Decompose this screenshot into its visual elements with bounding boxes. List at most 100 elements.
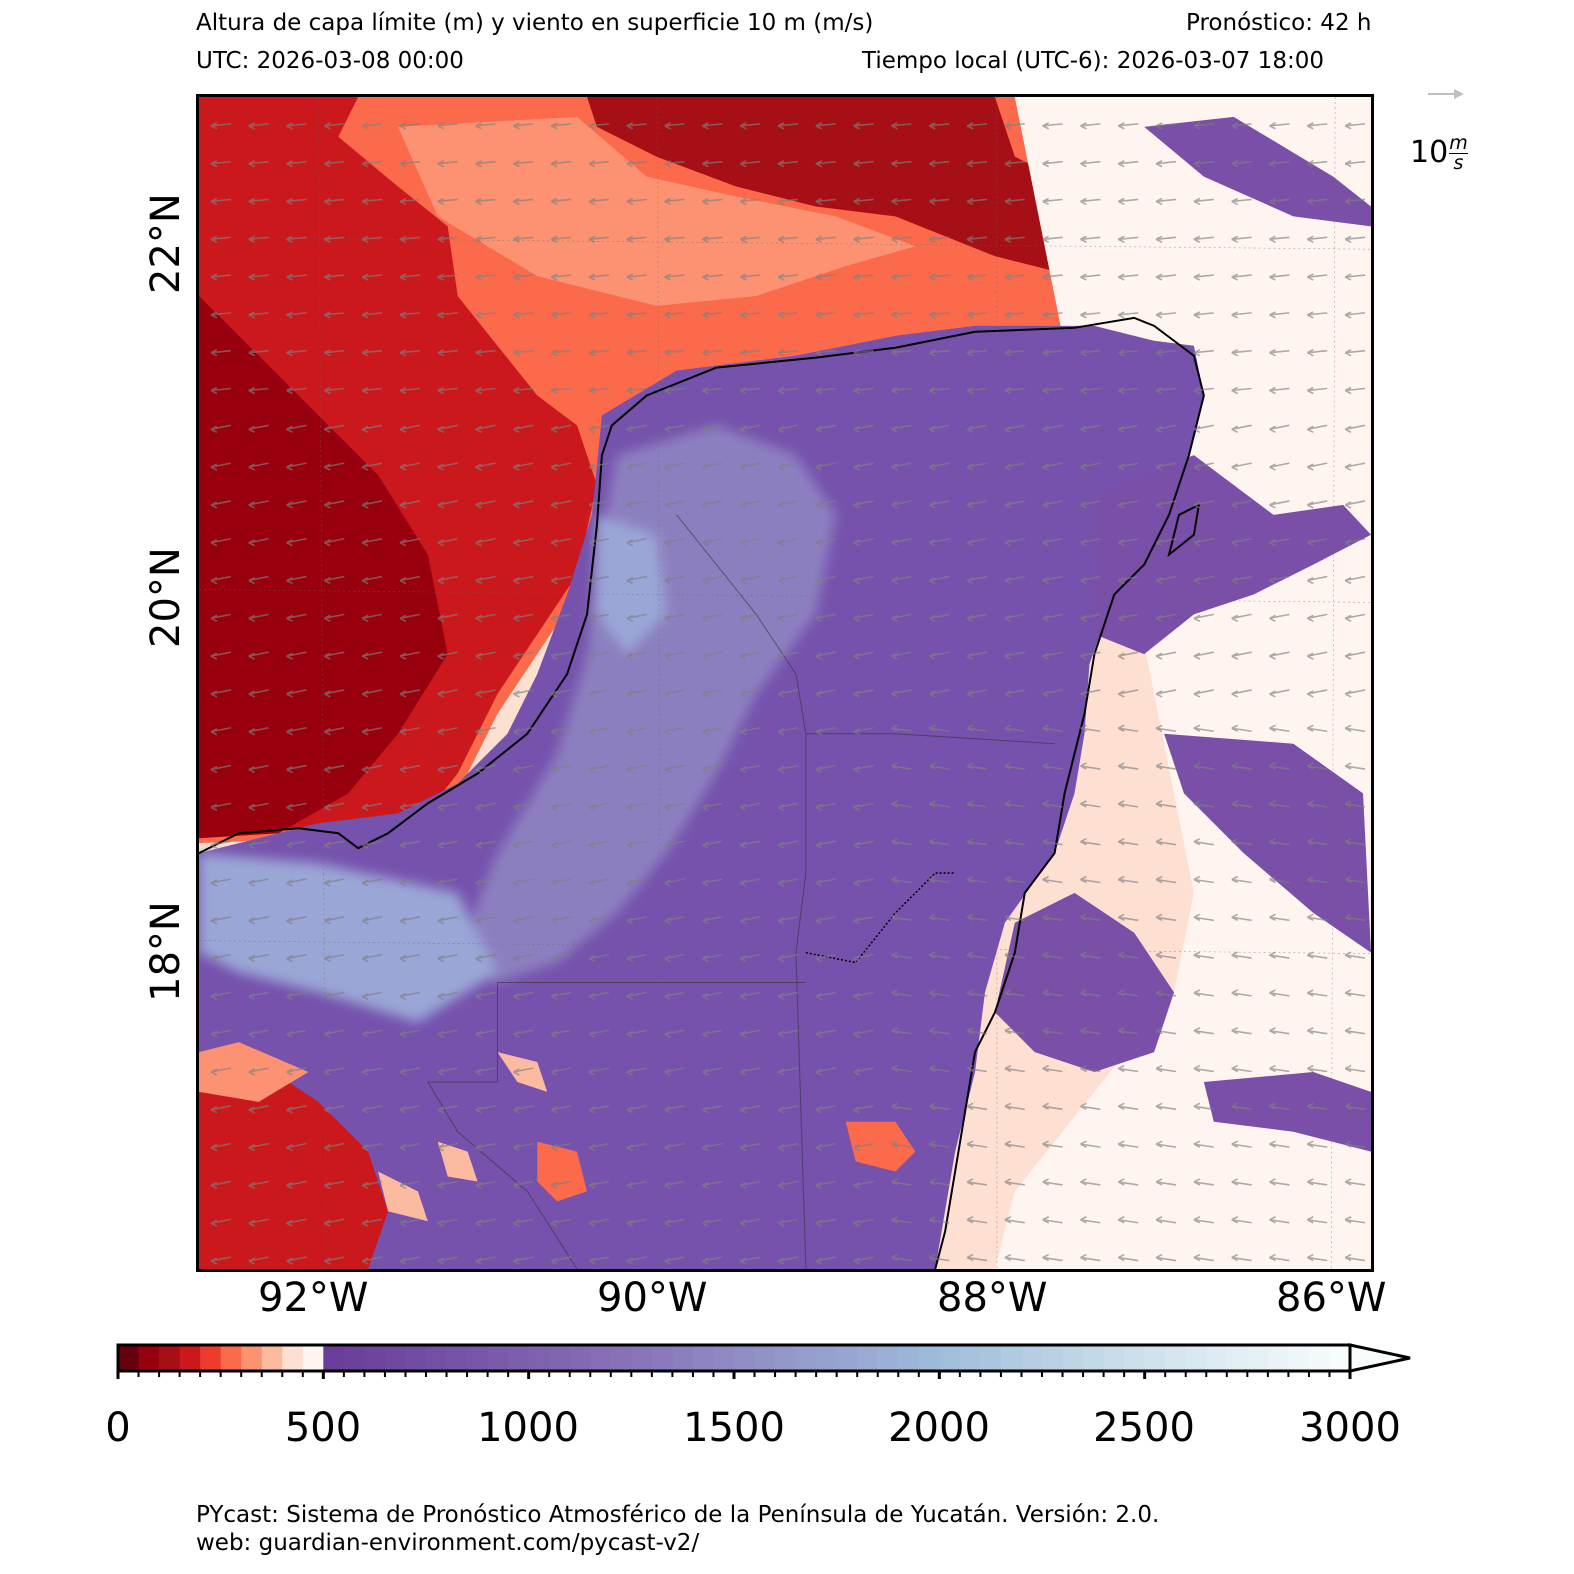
wind-arrow bbox=[739, 537, 761, 547]
wind-arrow bbox=[210, 1142, 231, 1152]
wind-arrow bbox=[1306, 1140, 1328, 1148]
wind-arrow bbox=[550, 311, 572, 319]
wind-arrow bbox=[399, 1029, 421, 1038]
wind-arrow bbox=[966, 951, 988, 959]
wind-arrow bbox=[513, 1256, 534, 1265]
wind-arrow bbox=[437, 1142, 458, 1152]
colorbar-segment bbox=[651, 1345, 673, 1371]
wind-arrow bbox=[286, 1029, 307, 1038]
wind-arrow bbox=[702, 1029, 723, 1038]
wind-arrow bbox=[475, 613, 496, 623]
wind-arrow bbox=[1306, 122, 1328, 130]
wind-arrow bbox=[1269, 1253, 1290, 1262]
wind-arrow bbox=[626, 575, 647, 585]
wind-arrow bbox=[1306, 348, 1328, 357]
wind-arrow bbox=[1155, 348, 1177, 357]
wind-arrow bbox=[626, 348, 647, 357]
wind-arrow bbox=[437, 689, 458, 698]
wind-arrow bbox=[702, 197, 723, 206]
wind-arrow bbox=[1306, 689, 1328, 698]
wind-arrow bbox=[1117, 159, 1139, 168]
wind-arrow bbox=[286, 726, 307, 736]
wind-arrow bbox=[739, 613, 761, 623]
wind-arrow bbox=[399, 878, 421, 887]
wind-arrow bbox=[1306, 913, 1328, 922]
footer-credit: PYcast: Sistema de Pronóstico Atmosféric… bbox=[196, 1502, 1160, 1528]
wind-arrow bbox=[739, 651, 761, 660]
caribbean-purple-streak-3 bbox=[1164, 733, 1371, 953]
wind-arrow bbox=[966, 273, 988, 281]
wind-arrow bbox=[815, 840, 836, 849]
footer-website[interactable]: web: guardian-environment.com/pycast-v2/ bbox=[196, 1530, 700, 1556]
wind-arrow bbox=[1004, 1064, 1025, 1073]
wind-arrow bbox=[702, 1105, 723, 1114]
wind-arrow bbox=[324, 1180, 345, 1190]
wind-arrow bbox=[1117, 537, 1139, 547]
colorbar-segment bbox=[426, 1345, 448, 1371]
wind-arrow bbox=[891, 1064, 912, 1073]
wind-arrow bbox=[1117, 1102, 1139, 1111]
wind-arrow bbox=[664, 651, 685, 660]
wind-arrow bbox=[399, 651, 421, 660]
wind-arrow bbox=[550, 953, 572, 963]
wind-arrow bbox=[853, 802, 874, 812]
wind-arrow bbox=[777, 689, 799, 698]
wind-arrow bbox=[702, 424, 723, 433]
wind-arrow bbox=[626, 462, 647, 471]
wind-arrow bbox=[248, 1105, 269, 1114]
wind-arrow bbox=[777, 651, 799, 660]
wind-arrow bbox=[1344, 500, 1366, 509]
wind-arrow bbox=[361, 537, 383, 547]
wind-arrow bbox=[928, 273, 950, 281]
wind-arrow bbox=[815, 197, 836, 206]
wind-arrow bbox=[1306, 500, 1328, 509]
wind-arrow bbox=[1269, 951, 1290, 959]
wind-arrow bbox=[399, 197, 420, 206]
colorbar-segment bbox=[857, 1345, 879, 1371]
wind-arrow bbox=[399, 764, 421, 774]
wind-arrow bbox=[550, 424, 572, 433]
wind-arrow bbox=[626, 1142, 647, 1152]
wind-arrow bbox=[324, 273, 345, 281]
wind-arrow bbox=[1231, 575, 1252, 585]
wind-arrow bbox=[399, 348, 420, 357]
wind-arrow bbox=[513, 1180, 534, 1190]
wind-arrow bbox=[1004, 651, 1025, 660]
wind-arrow bbox=[210, 348, 231, 357]
wind-arrow bbox=[1117, 651, 1139, 660]
wind-arrow bbox=[1231, 386, 1252, 395]
wind-arrow bbox=[361, 1180, 383, 1190]
wind-arrow bbox=[664, 1256, 685, 1265]
wind-arrow bbox=[550, 878, 572, 887]
wind-arrow bbox=[1231, 1216, 1252, 1224]
wind-arrow bbox=[210, 878, 231, 887]
wind-arrow bbox=[361, 689, 383, 698]
wind-arrow bbox=[550, 197, 572, 206]
wind-arrow bbox=[1117, 1253, 1139, 1262]
wind-arrow bbox=[1193, 122, 1214, 130]
caribbean-purple-streak-5 bbox=[1203, 1072, 1371, 1152]
wind-arrow bbox=[966, 837, 988, 846]
lat-label-18n: 18°N bbox=[143, 901, 189, 1002]
colorbar-segment bbox=[1021, 1345, 1043, 1371]
wind-arrow bbox=[1193, 1216, 1214, 1224]
wind-arrow bbox=[966, 386, 988, 395]
wind-arrow bbox=[777, 462, 799, 471]
wind-arrow bbox=[702, 122, 723, 130]
colorbar-segment bbox=[1000, 1345, 1022, 1371]
wind-arrow bbox=[437, 726, 458, 736]
colorbar-segment bbox=[200, 1345, 222, 1371]
wind-arrow bbox=[550, 840, 572, 849]
wind-arrow bbox=[1042, 837, 1063, 846]
wind-arrow bbox=[928, 1064, 950, 1073]
wind-arrow bbox=[815, 689, 836, 698]
wind-arrow bbox=[1269, 159, 1290, 168]
high-pbl-light-area bbox=[199, 514, 667, 1023]
wind-arrow bbox=[1306, 762, 1328, 770]
wind-arrow bbox=[588, 689, 610, 698]
wind-arrow bbox=[1080, 951, 1101, 959]
wind-arrow bbox=[588, 613, 610, 623]
wind-arrow bbox=[1306, 575, 1328, 585]
wind-arrow bbox=[513, 462, 534, 471]
wind-arrow bbox=[815, 1180, 836, 1190]
